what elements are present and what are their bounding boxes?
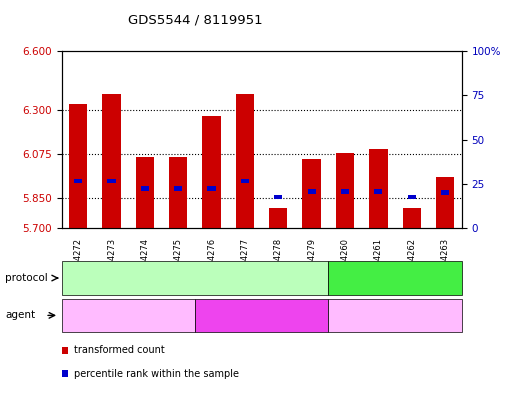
Bar <box>241 179 249 183</box>
Text: edelfosine: edelfosine <box>234 310 289 320</box>
Text: transformed count: transformed count <box>74 345 165 355</box>
Bar <box>403 208 421 228</box>
Bar <box>207 186 216 191</box>
Bar <box>274 195 283 200</box>
Text: control: control <box>377 310 413 320</box>
Bar <box>174 186 183 191</box>
Bar <box>269 208 287 228</box>
Text: control: control <box>110 310 146 320</box>
Bar <box>69 104 87 228</box>
Bar <box>307 189 316 194</box>
Text: GDS5544 / 8119951: GDS5544 / 8119951 <box>128 14 262 27</box>
Bar <box>303 159 321 228</box>
Text: protocol: protocol <box>5 273 48 283</box>
Bar <box>436 177 454 228</box>
Text: agent: agent <box>5 310 35 320</box>
Bar <box>341 189 349 194</box>
Text: unstimulated: unstimulated <box>361 273 429 283</box>
Bar <box>236 94 254 228</box>
Bar <box>103 94 121 228</box>
Bar <box>336 153 354 228</box>
Bar <box>107 179 116 183</box>
Text: percentile rank within the sample: percentile rank within the sample <box>74 369 240 379</box>
Bar <box>136 157 154 228</box>
Bar <box>141 186 149 191</box>
Text: stimulated: stimulated <box>167 273 223 283</box>
Bar <box>369 149 387 228</box>
Bar <box>374 189 383 194</box>
Bar <box>203 116 221 228</box>
Bar <box>74 179 83 183</box>
Bar <box>407 195 416 200</box>
Bar <box>441 191 449 195</box>
Bar <box>169 157 187 228</box>
